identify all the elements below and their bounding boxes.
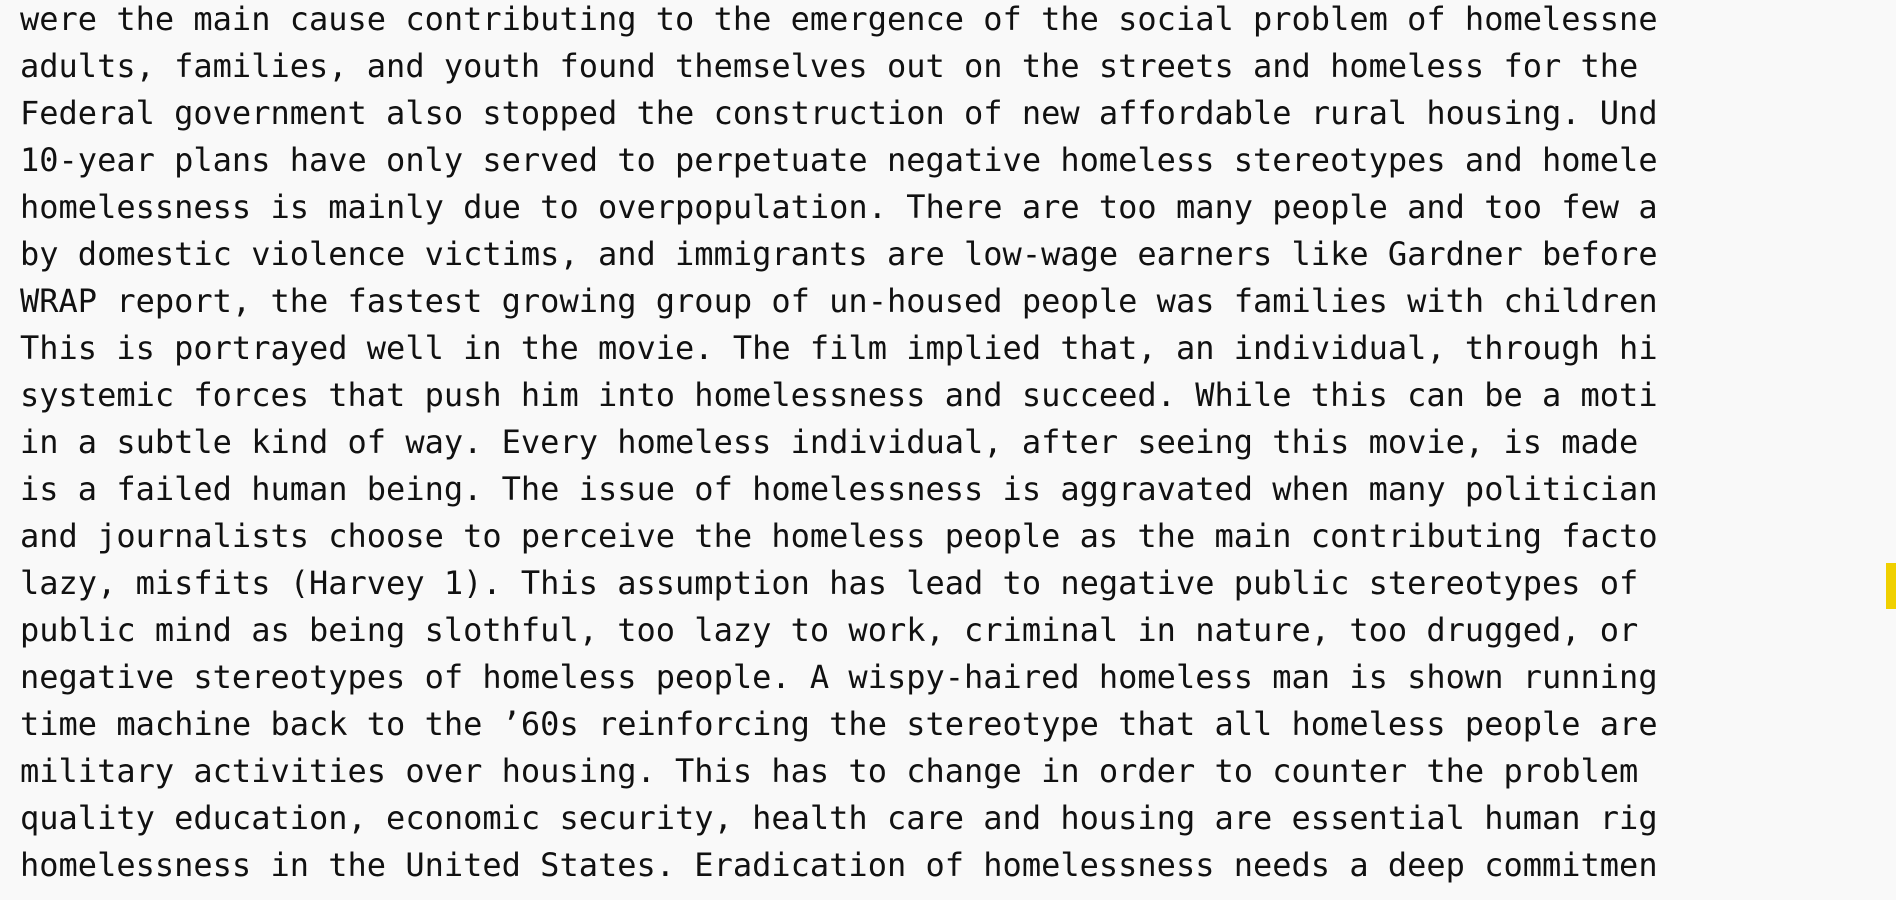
text-line-13: lazy, misfits (Harvey 1). This assumptio… — [20, 564, 1639, 602]
text-line-7: WRAP report, the fastest growing group o… — [20, 282, 1658, 320]
text-line-11: is a failed human being. The issue of ho… — [20, 470, 1658, 508]
text-line-3: Federal government also stopped the cons… — [20, 94, 1658, 132]
text-line-6: by domestic violence victims, and immigr… — [20, 235, 1658, 273]
text-line-4: 10-year plans have only served to perpet… — [20, 141, 1658, 179]
text-line-8: This is portrayed well in the movie. The… — [20, 329, 1658, 367]
text-line-14: public mind as being slothful, too lazy … — [20, 611, 1639, 649]
text-line-17: military activities over housing. This h… — [20, 752, 1639, 790]
document-text-body[interactable]: were the main cause contributing to the … — [20, 0, 1896, 900]
text-line-1: were the main cause contributing to the … — [20, 0, 1658, 38]
text-line-5: homelessness is mainly due to overpopula… — [20, 188, 1658, 226]
text-line-10: in a subtle kind of way. Every homeless … — [20, 423, 1639, 461]
text-line-15: negative stereotypes of homeless people.… — [20, 658, 1658, 696]
text-line-18: quality education, economic security, he… — [20, 799, 1658, 837]
text-line-12: and journalists choose to perceive the h… — [20, 517, 1658, 555]
text-line-19: homelessness in the United States. Eradi… — [20, 846, 1658, 884]
text-line-2: adults, families, and youth found themse… — [20, 47, 1639, 85]
text-line-16: time machine back to the ’60s reinforcin… — [20, 705, 1658, 743]
text-selection-highlight — [1886, 563, 1896, 609]
text-line-9: systemic forces that push him into homel… — [20, 376, 1658, 414]
